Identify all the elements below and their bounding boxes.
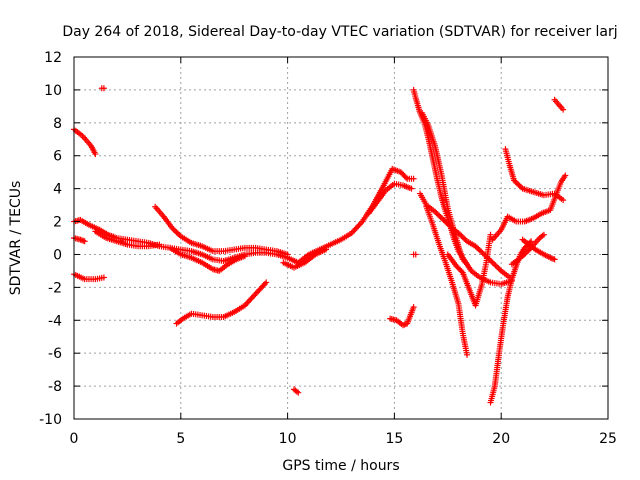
y-axis-label: SDTVAR / TECUs	[8, 181, 24, 296]
data-point	[173, 229, 180, 236]
y-tick-label: -6	[48, 346, 62, 362]
x-tick-label: 25	[599, 431, 617, 447]
data-point	[263, 279, 270, 286]
y-tick-label: -4	[48, 313, 62, 329]
data-point	[491, 261, 498, 268]
data-point	[562, 172, 569, 179]
data-point	[493, 263, 500, 270]
data-point	[284, 251, 291, 258]
data-point	[461, 235, 468, 242]
axis-ticks	[73, 56, 609, 420]
data-point	[434, 211, 441, 218]
data-point	[495, 265, 502, 272]
y-tick-label: -8	[48, 379, 62, 395]
data-point	[410, 304, 417, 311]
data-point	[478, 248, 485, 255]
data-point	[513, 180, 520, 187]
data-points	[71, 85, 569, 406]
data-point	[174, 230, 181, 237]
tick-labels: 0 5 10 15 20 25 -10 -8 -6 -4 -2 0 2 4 6 8 10 12	[39, 50, 617, 447]
data-point	[489, 259, 496, 266]
data-point	[464, 261, 471, 268]
y-tick-label: 6	[53, 149, 62, 165]
data-point	[464, 351, 471, 358]
data-point	[560, 197, 567, 204]
data-point	[551, 256, 558, 263]
grid-lines	[74, 57, 608, 419]
data-point	[323, 246, 330, 253]
data-point	[81, 238, 88, 245]
data-point	[437, 214, 444, 221]
data-point	[458, 232, 465, 239]
y-tick-label: -10	[39, 412, 62, 428]
data-point	[560, 106, 567, 113]
data-point	[295, 389, 302, 396]
data-point	[487, 231, 494, 238]
data-point	[475, 245, 482, 252]
data-point	[458, 268, 465, 275]
data-point	[402, 174, 409, 181]
y-tick-label: 12	[44, 50, 62, 66]
data-point	[436, 212, 443, 219]
data-point	[241, 253, 248, 260]
data-point	[412, 251, 419, 258]
data-point	[408, 185, 415, 192]
y-tick-label: 4	[53, 182, 62, 198]
data-point	[156, 241, 163, 248]
data-point	[439, 215, 446, 222]
data-point	[100, 274, 107, 281]
y-tick-label: 10	[44, 83, 62, 99]
data-point	[515, 181, 522, 188]
y-tick-label: 0	[53, 247, 62, 263]
x-tick-label: 5	[176, 431, 185, 447]
data-point	[410, 175, 417, 182]
chart-title: Day 264 of 2018, Sidereal Day-to-day VTE…	[62, 24, 617, 40]
x-tick-label: 10	[279, 431, 297, 447]
x-tick-label: 0	[70, 431, 79, 447]
x-tick-label: 15	[385, 431, 403, 447]
data-point	[540, 231, 547, 238]
plot-frame	[73, 56, 609, 420]
data-point	[479, 250, 486, 257]
data-point	[516, 182, 523, 189]
data-point	[488, 258, 495, 265]
y-tick-label: 2	[53, 215, 62, 231]
data-point	[172, 227, 179, 234]
y-tick-label: -2	[48, 280, 62, 296]
x-tick-label: 20	[492, 431, 510, 447]
data-point	[476, 247, 483, 254]
data-point	[92, 151, 99, 158]
data-point	[492, 262, 499, 269]
data-point	[459, 234, 466, 241]
data-point	[100, 85, 107, 92]
y-tick-label: 8	[53, 116, 62, 132]
x-axis-label: GPS time / hours	[282, 458, 399, 474]
